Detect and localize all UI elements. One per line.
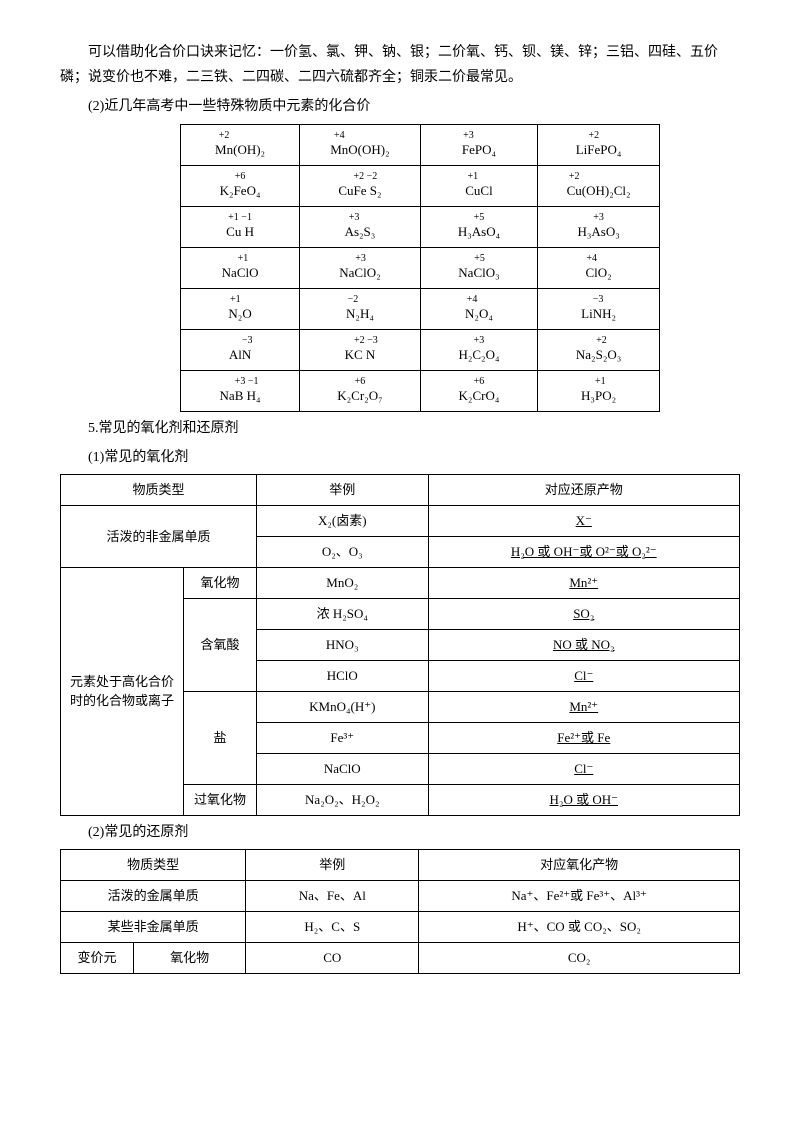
table-header: 举例: [246, 850, 419, 881]
table-header: 对应还原产物: [428, 474, 739, 505]
product-cell: Fe²⁺或 Fe: [428, 722, 739, 753]
example-cell: MnO₂: [257, 567, 429, 598]
valence-cell: +1N₂O: [181, 288, 300, 329]
category-cell: 元素处于高化合价时的化合物或离子: [61, 567, 184, 815]
section-5-title: 5.常见的氧化剂和还原剂: [88, 416, 740, 441]
product-cell: SO₂: [428, 598, 739, 629]
valence-cell: +1 −1Cu H: [181, 206, 300, 247]
category-cell: 某些非金属单质: [61, 912, 246, 943]
subcategory-cell: 氧化物: [134, 943, 246, 974]
valence-cell: +2Cu(OH)₂Cl₂: [538, 165, 660, 206]
subcategory-cell: 过氧化物: [184, 784, 257, 815]
example-cell: HNO₃: [257, 629, 429, 660]
valence-cell: +2Mn(OH)₂: [181, 124, 300, 165]
product-cell: Cl⁻: [428, 660, 739, 691]
valence-cell: +3As₂S₃: [300, 206, 421, 247]
product-cell: NO 或 NO₂: [428, 629, 739, 660]
example-cell: HClO: [257, 660, 429, 691]
valence-cell: +4ClO₂: [538, 247, 660, 288]
oxidizer-table: 物质类型举例对应还原产物活泼的非金属单质X₂(卤素)X⁻O₂、O₃H₂O 或 O…: [60, 474, 740, 816]
valence-cell: H₃+5AsO₄: [420, 206, 537, 247]
table-header: 物质类型: [61, 474, 257, 505]
subtitle-2: (2)近几年高考中一些特殊物质中元素的化合价: [88, 94, 740, 119]
category-cell: 活泼的金属单质: [61, 881, 246, 912]
example-cell: X₂(卤素): [257, 505, 429, 536]
example-cell: 浓 H₂SO₄: [257, 598, 429, 629]
valence-cell: H₃+3AsO₃: [538, 206, 660, 247]
valence-cell: K₂+6FeO₄: [181, 165, 300, 206]
valence-cell: K₂+6CrO₄: [420, 370, 537, 411]
valence-cell: +3FePO₄: [420, 124, 537, 165]
product-cell: Cl⁻: [428, 753, 739, 784]
valence-cell: K+2 −3C N: [300, 329, 421, 370]
subcategory-cell: 盐: [184, 691, 257, 784]
example-cell: Na₂O₂、H₂O₂: [257, 784, 429, 815]
example-cell: H₂、C、S: [246, 912, 419, 943]
product-cell: Mn²⁺: [428, 567, 739, 598]
valence-cell: Na+3ClO₂: [300, 247, 421, 288]
valence-cell: +1CuCl: [420, 165, 537, 206]
table-header: 物质类型: [61, 850, 246, 881]
reducer-table: 物质类型举例对应氧化产物活泼的金属单质Na、Fe、AlNa⁺、Fe²⁺或 Fe³…: [60, 849, 740, 974]
valence-cell: H₃+1PO₂: [538, 370, 660, 411]
product-cell: H⁺、CO 或 CO₂、SO₂: [419, 912, 740, 943]
valence-cell: Na+3 −1B H₄: [181, 370, 300, 411]
valence-cell: H₂+3C₂O₄: [420, 329, 537, 370]
product-cell: X⁻: [428, 505, 739, 536]
valence-cell: Na+1ClO: [181, 247, 300, 288]
subcategory-cell: 含氧酸: [184, 598, 257, 691]
category-cell: 变价元: [61, 943, 134, 974]
example-cell: NaClO: [257, 753, 429, 784]
product-cell: H₂O 或 OH⁻或 O²⁻或 O₂²⁻: [428, 536, 739, 567]
valence-cell: Na₂+2S₂O₃: [538, 329, 660, 370]
valence-cell: Na+5ClO₃: [420, 247, 537, 288]
example-cell: KMnO₄(H⁺): [257, 691, 429, 722]
product-cell: Mn²⁺: [428, 691, 739, 722]
example-cell: Fe³⁺: [257, 722, 429, 753]
product-cell: H₂O 或 OH⁻: [428, 784, 739, 815]
valence-cell: Al−3N: [181, 329, 300, 370]
valence-cell: +4MnO(OH)₂: [300, 124, 421, 165]
example-cell: CO: [246, 943, 419, 974]
section-5-2: (2)常见的还原剂: [88, 820, 740, 845]
table-header: 对应氧化产物: [419, 850, 740, 881]
product-cell: CO₂: [419, 943, 740, 974]
example-cell: O₂、O₃: [257, 536, 429, 567]
subcategory-cell: 氧化物: [184, 567, 257, 598]
valence-cell: +4N₂O₄: [420, 288, 537, 329]
section-5-1: (1)常见的氧化剂: [88, 445, 740, 470]
category-cell: 活泼的非金属单质: [61, 505, 257, 567]
valence-table: +2Mn(OH)₂+4MnO(OH)₂+3FePO₄Li+2FePO₄ K₂+6F…: [180, 124, 660, 412]
valence-cell: Li−3NH₂: [538, 288, 660, 329]
valence-cell: K₂+6Cr₂O₇: [300, 370, 421, 411]
product-cell: Na⁺、Fe²⁺或 Fe³⁺、Al³⁺: [419, 881, 740, 912]
example-cell: Na、Fe、Al: [246, 881, 419, 912]
valence-cell: Cu+2 −2Fe S₂: [300, 165, 421, 206]
valence-cell: Li+2FePO₄: [538, 124, 660, 165]
intro-paragraph: 可以借助化合价口诀来记忆：一价氢、氯、钾、钠、银；二价氧、钙、钡、镁、锌；三铝、…: [60, 40, 740, 90]
table-header: 举例: [257, 474, 429, 505]
valence-cell: −2N₂H₄: [300, 288, 421, 329]
